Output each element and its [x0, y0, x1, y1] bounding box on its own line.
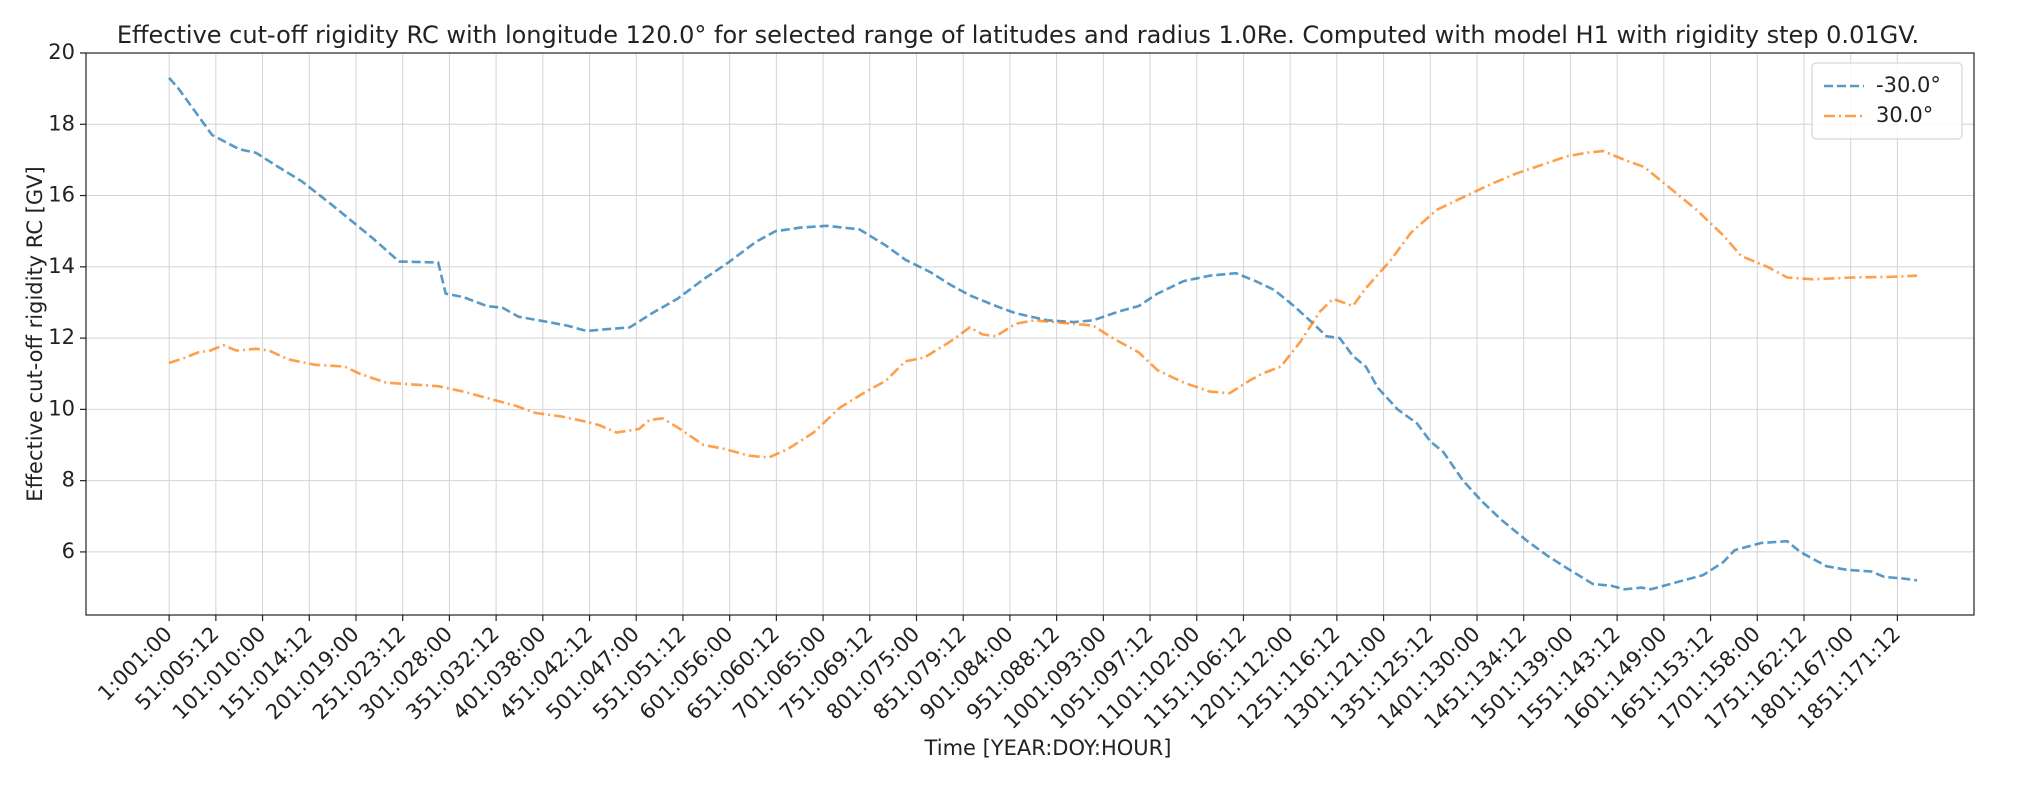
y-tick-label: 10	[48, 396, 75, 420]
legend-box	[1811, 62, 1963, 140]
legend-label: 30.0°	[1876, 103, 1933, 127]
plot-frame	[85, 52, 1975, 616]
legend-label: -30.0°	[1876, 73, 1941, 97]
chart-title: Effective cut-off rigidity RC with longi…	[117, 21, 1919, 49]
series-line	[168, 149, 1918, 459]
y-tick-label: 16	[48, 183, 75, 207]
y-tick-label: 14	[48, 254, 75, 278]
y-tick-label: 20	[48, 40, 75, 64]
y-tick-label: 6	[62, 539, 75, 563]
x-axis-label: Time [YEAR:DOY:HOUR]	[924, 736, 1172, 760]
y-axis-label: Effective cut-off rigidity RC [GV]	[23, 166, 47, 501]
series-line	[168, 77, 1918, 591]
y-tick-label: 12	[48, 325, 75, 349]
y-tick-label: 8	[62, 468, 75, 492]
y-tick-label: 18	[48, 111, 75, 135]
